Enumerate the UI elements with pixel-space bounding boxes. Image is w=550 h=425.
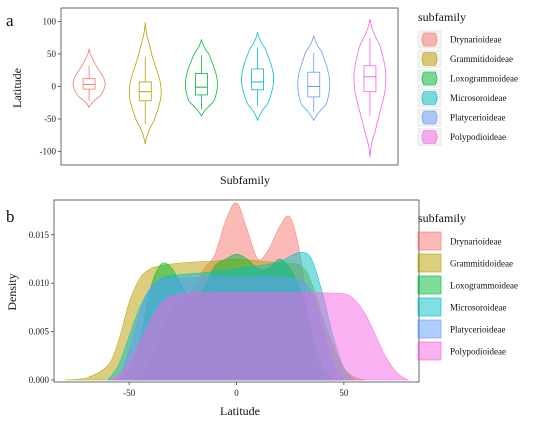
- box-iqr: [251, 68, 264, 91]
- violin-outline: [297, 35, 331, 121]
- violin-outline: [185, 39, 218, 117]
- legend-swatch: [421, 71, 438, 86]
- legend-swatch: [417, 275, 442, 295]
- legend-item-grammitidoideae: Grammitidoideae: [417, 253, 513, 273]
- legend-label: Platycerioideae: [450, 325, 505, 335]
- panel-b-xtick-label: 0: [234, 388, 239, 398]
- legend-item-loxogrammoideae: Loxogrammoideae: [417, 275, 518, 295]
- panel-a-ytick-label: 100: [43, 17, 57, 27]
- panel-b-ytick-label: 0.005: [29, 327, 50, 337]
- legend-swatch: [421, 130, 438, 144]
- legend-swatch: [421, 91, 438, 105]
- violin-grammitidoideae: [128, 22, 162, 145]
- violin-microsoroideae: [241, 32, 274, 121]
- legend-swatch: [417, 253, 442, 273]
- legend-label: Microsoroideae: [450, 93, 506, 103]
- legend-item-drynarioideae: Drynarioideae: [417, 30, 501, 49]
- box-iqr: [307, 71, 321, 98]
- violin-outline: [72, 48, 106, 108]
- panel-b-ytick-label: 0.000: [29, 375, 50, 385]
- panel-a-ytick-label: -50: [44, 114, 56, 124]
- panel-a-xlabel: Subfamily: [220, 173, 270, 187]
- legend-label: Microsoroideae: [450, 303, 506, 313]
- box-iqr: [195, 73, 208, 96]
- legend-swatch: [421, 110, 438, 125]
- legend-label: Polypodioideae: [450, 132, 506, 142]
- legend-item-drynarioideae: Drynarioideae: [417, 231, 501, 251]
- violin-outline: [241, 32, 274, 121]
- legend-label: Grammitidoideae: [450, 259, 513, 269]
- legend-item-platycerioideae: Platycerioideae: [417, 108, 505, 127]
- legend-item-polypodioideae: Polypodioideae: [417, 341, 506, 361]
- legend-label: Drynarioideae: [450, 237, 501, 247]
- legend-swatch: [417, 319, 442, 339]
- panel-a-legend-title: subfamily: [418, 10, 466, 24]
- violin-outline: [128, 22, 162, 145]
- legend-item-platycerioideae: Platycerioideae: [417, 319, 505, 339]
- legend-item-microsoroideae: Microsoroideae: [417, 297, 506, 317]
- panel-a-label: a: [6, 11, 14, 30]
- panel-b-ytick-label: 0.015: [29, 230, 50, 240]
- panel-a-ytick-label: 0: [52, 82, 57, 92]
- panel-b-ytick-label: 0.010: [29, 278, 50, 288]
- panel-a-legend: Drynarioideae Grammitidoideae Loxogrammoid…: [417, 30, 518, 146]
- violin-polypodioideae: [353, 19, 387, 158]
- density-area-polypodioideae: [111, 292, 410, 381]
- legend-label: Loxogrammoideae: [450, 281, 518, 291]
- legend-item-polypodioideae: Polypodioideae: [417, 128, 506, 146]
- panel-b-legend: Drynarioideae Grammitidoideae Loxogrammoid…: [417, 231, 518, 361]
- legend-item-loxogrammoideae: Loxogrammoideae: [417, 69, 518, 88]
- legend-swatch: [417, 297, 442, 317]
- legend-swatch: [421, 32, 438, 47]
- box-iqr: [363, 65, 377, 93]
- legend-label: Loxogrammoideae: [450, 74, 518, 84]
- panel-b-xtick-label: -50: [123, 388, 135, 398]
- legend-item-grammitidoideae: Grammitidoideae: [417, 50, 513, 68]
- panel-b-label: b: [6, 207, 15, 226]
- violin-drynarioideae: [72, 48, 106, 108]
- legend-item-microsoroideae: Microsoroideae: [417, 89, 506, 107]
- panel-b-legend-title: subfamily: [418, 211, 466, 225]
- violin-platycerioideae: [297, 35, 331, 121]
- legend-label: Platycerioideae: [450, 113, 505, 123]
- panel-a-frame: [60, 7, 399, 166]
- panel-b-xlabel: Latitude: [220, 404, 260, 418]
- panel-b-density-areas: [64, 202, 410, 381]
- legend-swatch: [417, 341, 442, 361]
- panel-a-ylabel: Latitude: [10, 68, 24, 108]
- panel-a-violins: [72, 19, 387, 158]
- legend-swatch: [417, 231, 442, 251]
- legend-label: Polypodioideae: [450, 347, 506, 357]
- panel-a-ytick-label: -100: [40, 147, 57, 157]
- legend-label: Grammitidoideae: [450, 54, 513, 64]
- violin-loxogrammoideae: [185, 39, 218, 117]
- box-iqr: [82, 78, 96, 90]
- legend-swatch: [421, 52, 438, 66]
- panel-b-xtick-label: 50: [339, 388, 349, 398]
- panel-b-ticks: 0.000 0.005 0.010 0.015 -50 0 50: [29, 230, 349, 398]
- panel-a-ytick-label: 50: [47, 49, 57, 59]
- legend-label: Drynarioideae: [450, 35, 501, 45]
- panel-a-yticks: -100 -50 0 50 100: [40, 17, 61, 157]
- violin-outline: [353, 19, 387, 158]
- panel-b-ylabel: Density: [5, 273, 19, 310]
